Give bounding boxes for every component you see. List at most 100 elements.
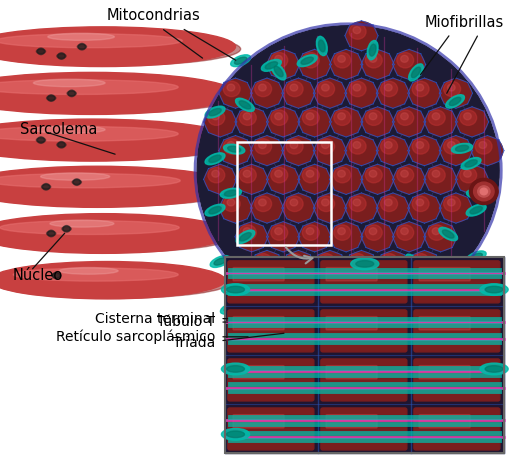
Circle shape xyxy=(331,280,361,308)
Circle shape xyxy=(338,285,345,292)
Ellipse shape xyxy=(0,78,241,113)
Circle shape xyxy=(366,53,382,68)
Circle shape xyxy=(409,251,440,279)
Circle shape xyxy=(349,254,366,269)
Circle shape xyxy=(240,110,257,125)
Circle shape xyxy=(366,225,382,240)
Text: Mitocondrias: Mitocondrias xyxy=(106,8,201,23)
FancyBboxPatch shape xyxy=(419,317,470,330)
Circle shape xyxy=(314,136,346,165)
Circle shape xyxy=(401,227,409,234)
Ellipse shape xyxy=(485,286,503,293)
Ellipse shape xyxy=(231,55,250,67)
Ellipse shape xyxy=(205,204,225,216)
Circle shape xyxy=(381,139,398,154)
Circle shape xyxy=(353,199,360,206)
Ellipse shape xyxy=(297,55,317,67)
Circle shape xyxy=(240,225,257,240)
Circle shape xyxy=(58,53,65,59)
Ellipse shape xyxy=(36,138,46,142)
Ellipse shape xyxy=(0,125,241,160)
Circle shape xyxy=(401,170,409,177)
Circle shape xyxy=(338,113,345,120)
Circle shape xyxy=(362,50,393,78)
Circle shape xyxy=(409,79,440,107)
Circle shape xyxy=(303,225,319,240)
Ellipse shape xyxy=(36,49,46,54)
Circle shape xyxy=(378,194,409,222)
Ellipse shape xyxy=(274,66,283,77)
Circle shape xyxy=(299,280,330,308)
Ellipse shape xyxy=(466,204,486,216)
Ellipse shape xyxy=(369,44,376,56)
Circle shape xyxy=(208,167,225,183)
Circle shape xyxy=(286,81,303,97)
Circle shape xyxy=(478,186,490,197)
Circle shape xyxy=(369,55,377,62)
Circle shape xyxy=(460,110,477,125)
Circle shape xyxy=(362,108,393,136)
Circle shape xyxy=(212,113,220,120)
Ellipse shape xyxy=(480,283,508,296)
Circle shape xyxy=(306,170,314,177)
Circle shape xyxy=(283,251,314,279)
Ellipse shape xyxy=(0,34,182,48)
Circle shape xyxy=(369,113,377,120)
Circle shape xyxy=(53,272,60,279)
Circle shape xyxy=(397,110,414,125)
Ellipse shape xyxy=(369,279,376,291)
Circle shape xyxy=(208,110,225,125)
Text: Túbulo T: Túbulo T xyxy=(157,315,215,329)
Ellipse shape xyxy=(62,226,71,231)
Ellipse shape xyxy=(409,64,423,81)
Circle shape xyxy=(353,27,360,34)
Circle shape xyxy=(440,194,472,222)
Circle shape xyxy=(401,55,409,62)
Ellipse shape xyxy=(466,190,487,199)
Circle shape xyxy=(362,280,393,308)
Circle shape xyxy=(314,79,346,107)
Circle shape xyxy=(286,139,303,154)
FancyBboxPatch shape xyxy=(233,317,284,330)
Circle shape xyxy=(349,196,366,212)
Text: Triada: Triada xyxy=(173,336,215,350)
Ellipse shape xyxy=(0,166,236,207)
Circle shape xyxy=(322,142,329,149)
Circle shape xyxy=(381,81,398,97)
Bar xyxy=(237,142,331,245)
Circle shape xyxy=(243,113,251,120)
Ellipse shape xyxy=(50,220,114,227)
Circle shape xyxy=(457,108,487,136)
Circle shape xyxy=(378,79,409,107)
Ellipse shape xyxy=(439,227,458,241)
Circle shape xyxy=(334,167,351,183)
Circle shape xyxy=(385,142,392,149)
Circle shape xyxy=(432,113,440,120)
Ellipse shape xyxy=(48,33,114,40)
Circle shape xyxy=(290,84,298,91)
Ellipse shape xyxy=(226,286,245,293)
Ellipse shape xyxy=(0,214,230,253)
Ellipse shape xyxy=(406,254,420,271)
Circle shape xyxy=(73,179,80,185)
Circle shape xyxy=(283,194,314,222)
Circle shape xyxy=(412,139,429,154)
Ellipse shape xyxy=(0,32,241,66)
Circle shape xyxy=(227,142,235,149)
Circle shape xyxy=(237,165,267,193)
Circle shape xyxy=(275,170,283,177)
Circle shape xyxy=(268,108,298,136)
Circle shape xyxy=(318,81,335,97)
Circle shape xyxy=(275,227,283,234)
Circle shape xyxy=(303,110,319,125)
Circle shape xyxy=(299,50,330,78)
Ellipse shape xyxy=(0,219,236,253)
Ellipse shape xyxy=(47,231,56,236)
Circle shape xyxy=(237,223,267,251)
Ellipse shape xyxy=(262,59,281,71)
Circle shape xyxy=(409,136,440,165)
Circle shape xyxy=(259,199,266,206)
Circle shape xyxy=(290,256,298,263)
Ellipse shape xyxy=(318,40,325,52)
Circle shape xyxy=(78,43,86,50)
